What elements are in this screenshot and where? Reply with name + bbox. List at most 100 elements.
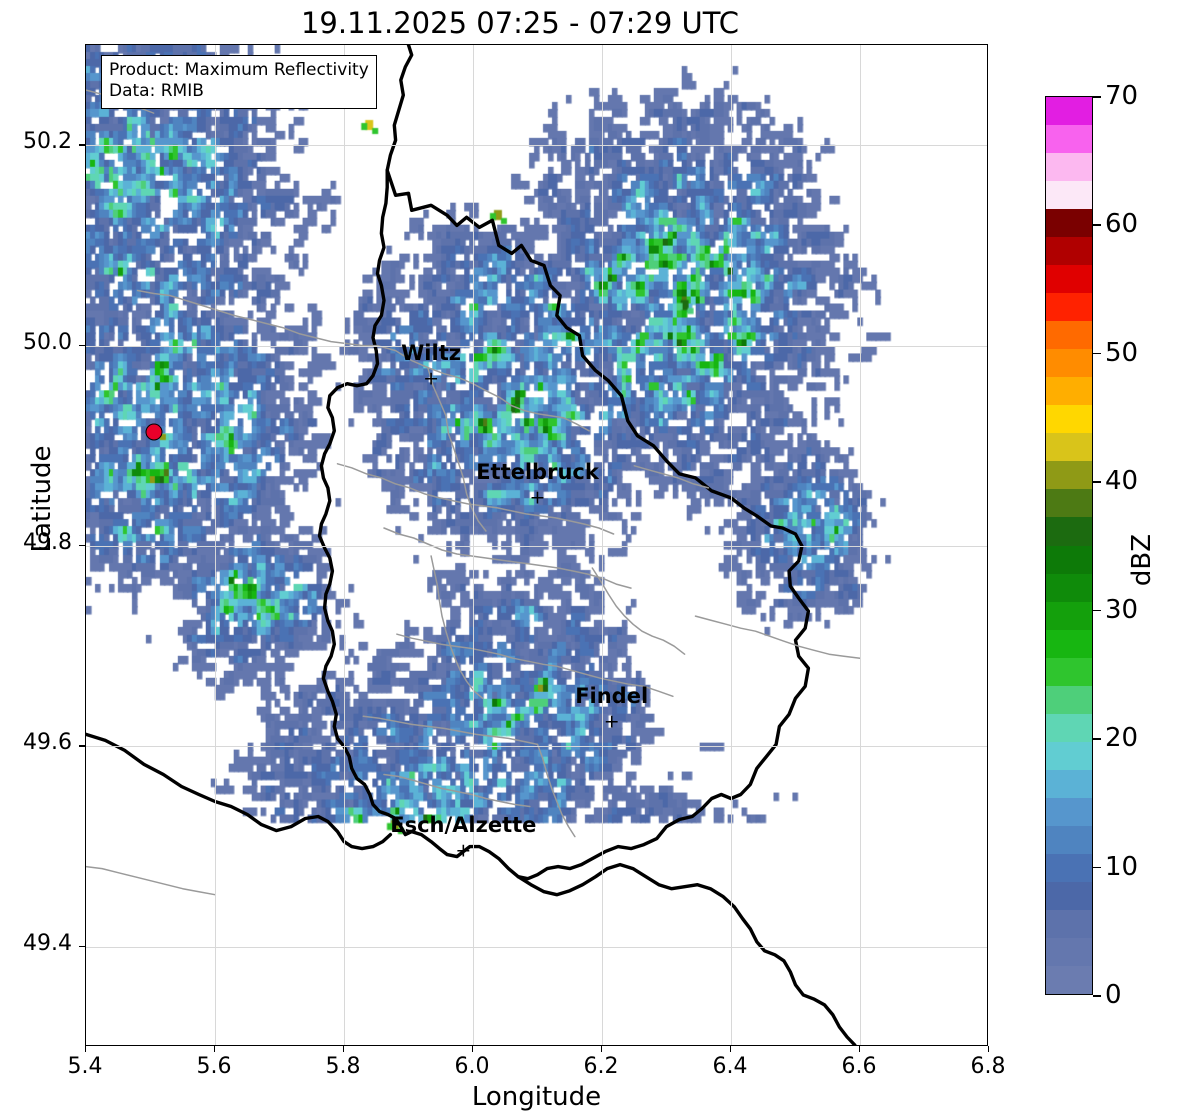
colorbar-band [1046,685,1092,714]
colorbar [1045,96,1093,995]
admin-boundary-12 [694,615,861,659]
map-borders-svg [86,45,861,1045]
colorbar-tick-label: 0 [1105,980,1122,1010]
admin-boundary-5 [396,633,674,698]
colorbar-band [1046,797,1092,826]
colorbar-band [1046,601,1092,630]
colorbar-band [1046,349,1092,378]
colorbar-tick-label: 50 [1105,337,1139,368]
colorbar-band [1046,321,1092,350]
page-title: 19.11.2025 07:25 - 07:29 UTC [300,6,740,40]
y-axis-tick-label: 49.6 [23,730,72,756]
colorbar-tick [1093,96,1101,98]
x-axis-tick [214,1046,216,1052]
admin-boundary-1 [427,366,487,532]
colorbar-band [1046,853,1092,882]
border-south [516,862,857,1045]
colorbar-band [1046,573,1092,602]
colorbar-tick-label: 70 [1105,81,1139,111]
colorbar-tick [1093,352,1101,355]
y-axis-tick [79,545,85,547]
x-axis-tick-label: 6.8 [970,1054,1006,1079]
colorbar-band [1046,629,1092,658]
colorbar-band [1046,153,1092,182]
colorbar-band [1046,209,1092,238]
info-data-line: Data: RMIB [109,81,204,102]
colorbar-band [1046,965,1092,994]
x-axis-tick [988,1046,990,1052]
x-axis-title: Longitude [471,1082,602,1112]
colorbar-tick [1093,481,1101,483]
colorbar-tick [1093,866,1101,869]
admin-boundary-6 [362,715,539,746]
y-axis-title: Latitude [27,445,57,553]
x-axis-tick-label: 6.0 [454,1054,490,1079]
info-product-line: Product: Maximum Reflectivity [109,60,369,80]
colorbar-tick [1093,224,1101,227]
border-southwest [86,732,393,851]
colorbar-band [1046,713,1092,742]
colorbar-band [1046,489,1092,518]
colorbar-band [1046,657,1092,686]
admin-boundary-0 [376,344,590,432]
x-axis-tick-label: 5.6 [196,1054,232,1079]
colorbar-band [1046,405,1092,434]
x-axis-tick [859,1046,861,1052]
x-axis-tick [85,1046,87,1052]
product-info-box: Product: Maximum Reflectivity Data: RMIB [101,55,377,109]
colorbar-band [1046,909,1092,938]
colorbar-band [1046,741,1092,770]
border-north-extension [385,45,414,172]
colorbar-tick-label: 40 [1105,466,1139,497]
admin-boundary-10 [136,289,379,347]
colorbar-band [1046,769,1092,798]
admin-boundary-7 [536,743,576,838]
admin-boundary-8 [383,773,531,808]
colorbar-tick [1093,609,1101,612]
colorbar-band [1046,461,1092,490]
y-axis-tick [79,344,85,346]
admin-boundary-9 [591,567,686,655]
colorbar-tick-label: 10 [1105,851,1139,882]
y-axis-tick-label: 49.8 [23,530,72,555]
colorbar-band [1046,545,1092,574]
colorbar-band [1046,237,1092,266]
x-axis-tick-label: 6.4 [712,1054,748,1079]
radar-reflectivity-canvas [86,45,987,1045]
x-axis-tick-label: 5.4 [67,1054,103,1079]
colorbar-band [1046,377,1092,406]
colorbar-tick-label: 20 [1105,723,1139,754]
admin-boundary-13 [633,465,710,489]
admin-boundary-3 [383,527,632,589]
y-axis-tick-label: 50.0 [23,329,72,355]
colorbar-band [1046,125,1092,154]
border-luxembourg [317,168,811,881]
admin-boundary-4 [430,555,484,700]
colorbar-band [1046,293,1092,322]
colorbar-tick [1093,995,1101,997]
colorbar-tick-label: 60 [1105,209,1139,240]
x-axis-tick-label: 6.2 [583,1054,619,1079]
colorbar-band [1046,517,1092,546]
x-axis-tick-label: 5.8 [325,1054,361,1079]
y-axis-tick-label: 50.2 [23,129,72,155]
x-axis-tick [472,1046,474,1052]
colorbar-band [1046,433,1092,462]
y-axis-tick [79,945,85,948]
colorbar-band [1046,937,1092,966]
radar-map-plot-area: Wiltz + Ettelbruck + Findel + Esch/Alzette + Pr… [85,44,988,1046]
colorbar-band [1046,881,1092,910]
x-axis-tick [730,1046,732,1052]
colorbar-band [1046,265,1092,294]
colorbar-band [1046,825,1092,854]
colorbar-tick-label: 30 [1105,594,1139,625]
y-axis-tick-label: 49.4 [23,930,72,956]
colorbar-band [1046,181,1092,210]
x-axis-tick-label: 6.6 [841,1054,877,1079]
y-axis-tick [79,144,85,146]
colorbar-tick [1093,738,1101,740]
y-axis-tick [79,745,85,747]
admin-boundary-11 [86,865,216,896]
admin-boundary-2 [336,463,615,535]
x-axis-tick [601,1046,603,1052]
